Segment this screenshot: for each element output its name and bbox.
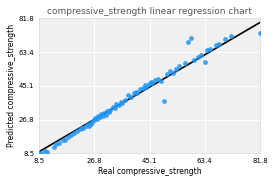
Point (144, 85, 148, 88)
Point (195, 55, 200, 58)
Point (103, 113, 108, 116)
Point (165, 73, 170, 76)
Point (69, 133, 73, 136)
Point (108, 109, 112, 111)
Point (177, 64, 182, 67)
Point (198, 53, 203, 56)
Point (93, 117, 97, 120)
Point (111, 106, 115, 109)
Point (61, 138, 66, 141)
Point (159, 79, 164, 82)
Point (52, 145, 57, 148)
Point (117, 104, 121, 107)
Point (81, 127, 85, 130)
Point (105, 109, 109, 112)
Point (213, 44, 218, 47)
Point (114, 102, 118, 105)
Point (229, 35, 233, 38)
Point (78, 128, 82, 131)
Point (100, 114, 105, 117)
Point (153, 78, 158, 81)
Point (112, 107, 117, 110)
Point (75, 130, 79, 133)
Point (85, 122, 90, 125)
Point (183, 61, 188, 64)
Point (174, 68, 179, 71)
Point (119, 100, 123, 103)
Point (120, 101, 124, 104)
Point (148, 81, 153, 84)
Point (141, 86, 145, 89)
X-axis label: Real compressive_strength: Real compressive_strength (98, 167, 202, 176)
Point (134, 90, 138, 93)
Point (186, 40, 191, 43)
Point (207, 48, 212, 51)
Point (138, 87, 142, 90)
Point (123, 98, 127, 101)
Point (216, 42, 221, 45)
Point (203, 61, 207, 64)
Point (132, 92, 136, 95)
Point (37, 151, 42, 154)
Point (43, 150, 48, 152)
Point (72, 132, 76, 135)
Point (54, 143, 58, 146)
Point (142, 84, 147, 87)
Point (97, 116, 102, 119)
Y-axis label: Predicted compressive_strength: Predicted compressive_strength (7, 24, 16, 147)
Point (84, 124, 88, 127)
Point (222, 38, 227, 40)
Point (204, 48, 209, 51)
Point (45, 151, 49, 154)
Point (79, 127, 84, 130)
Point (156, 77, 161, 80)
Point (91, 119, 96, 122)
Point (135, 91, 139, 94)
Title: compressive_strength linear regression chart: compressive_strength linear regression c… (47, 7, 252, 16)
Point (129, 96, 133, 99)
Point (258, 31, 262, 34)
Point (192, 59, 197, 62)
Point (126, 94, 130, 97)
Point (90, 121, 94, 124)
Point (106, 110, 111, 113)
Point (162, 99, 167, 102)
Point (150, 82, 155, 85)
Point (87, 124, 91, 127)
Point (102, 111, 106, 114)
Point (66, 135, 70, 138)
Point (94, 118, 99, 121)
Point (168, 70, 173, 73)
Point (189, 37, 194, 40)
Point (171, 72, 176, 75)
Point (96, 115, 100, 118)
Point (99, 112, 103, 115)
Point (147, 83, 152, 86)
Point (57, 141, 61, 144)
Point (88, 122, 93, 125)
Point (63, 139, 67, 142)
Point (39, 152, 44, 155)
